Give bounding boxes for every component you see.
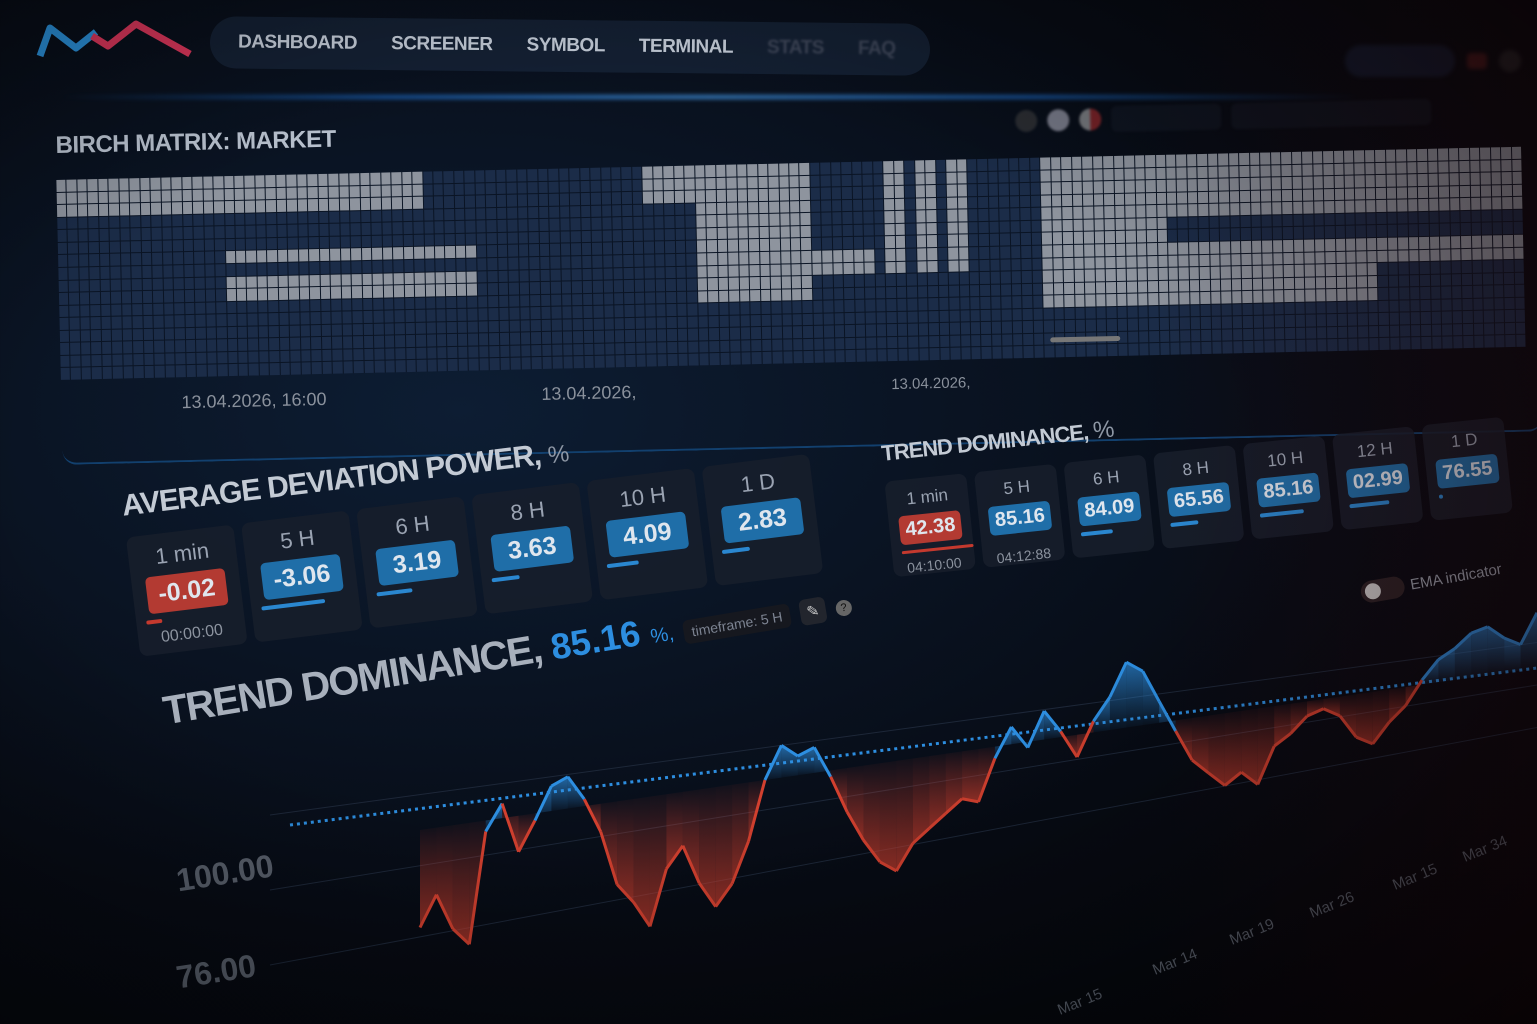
area-segment: [863, 763, 880, 862]
x-tick-label: Mar 15: [1055, 985, 1105, 1018]
area-segment: [682, 789, 700, 884]
area-segment: [1372, 689, 1390, 744]
y-tick-label: 100.00: [174, 847, 276, 898]
area-segment: [1471, 626, 1488, 678]
pencil-icon[interactable]: ✎: [797, 596, 828, 627]
area-segment: [1389, 687, 1406, 723]
area-segment: [962, 749, 979, 802]
area-segment: [1192, 715, 1209, 773]
area-segment: [896, 758, 913, 871]
area-segment: [649, 794, 667, 927]
chart-unit: %,: [648, 622, 676, 649]
x-tick-label: Mar 14: [1150, 945, 1200, 978]
area-segment: [1126, 662, 1143, 728]
x-tick-label: Mar 15: [1390, 860, 1440, 893]
area-segment: [1356, 691, 1373, 744]
area-segment: [1109, 662, 1127, 730]
area-segment: [732, 782, 749, 884]
area-segment: [1257, 706, 1275, 785]
area-segment: [1339, 694, 1357, 738]
x-tick-label: Mar 26: [1307, 888, 1357, 921]
x-tick-label: Mar 19: [1227, 915, 1277, 948]
y-tick-label: 76.00: [174, 947, 259, 995]
area-segment: [879, 760, 897, 871]
x-tick-label: Mar 34: [1460, 832, 1510, 865]
question-icon[interactable]: ?: [834, 598, 853, 618]
area-segment: [452, 822, 470, 945]
